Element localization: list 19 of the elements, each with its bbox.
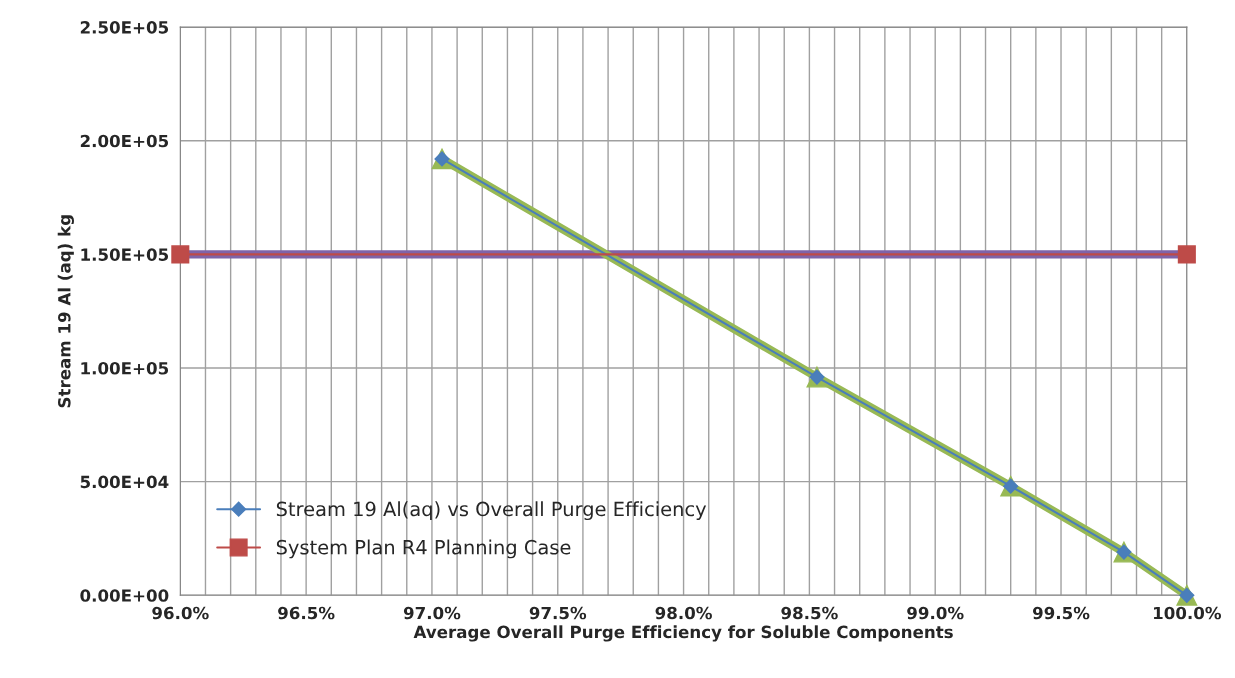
legend-label: Stream 19 Al(aq) vs Overall Purge Efficiency: [276, 501, 707, 521]
x-tick-label: 97.0%: [403, 606, 461, 620]
x-tick-label: 99.0%: [907, 606, 964, 620]
y-axis-title: Stream 19 Al (aq) kg: [57, 215, 74, 408]
x-axis-title: Average Overall Purge Efficiency for Soluble Components: [413, 625, 953, 642]
y-tick-label: 2.00E+05: [80, 134, 169, 148]
x-tick-label: 100.0%: [1154, 606, 1222, 620]
x-tick-label: 96.0%: [152, 606, 209, 620]
x-tick-label: 98.5%: [781, 606, 838, 620]
y-tick-label: 2.50E+05: [80, 21, 169, 34]
legend-label: System Plan R4 Planning Case: [276, 539, 571, 559]
x-tick-label: 96.5%: [278, 606, 335, 620]
x-tick-label: 99.5%: [1032, 606, 1090, 620]
y-tick-label: 1.50E+05: [81, 248, 169, 261]
y-tick-label: 1.00E+05: [81, 361, 169, 375]
y-tick-label: 0.00E+00: [80, 589, 169, 602]
y-tick-label: 5.00E+04: [80, 475, 169, 489]
x-tick-label: 98.0%: [655, 606, 712, 620]
x-tick-label: 97.5%: [529, 606, 587, 620]
